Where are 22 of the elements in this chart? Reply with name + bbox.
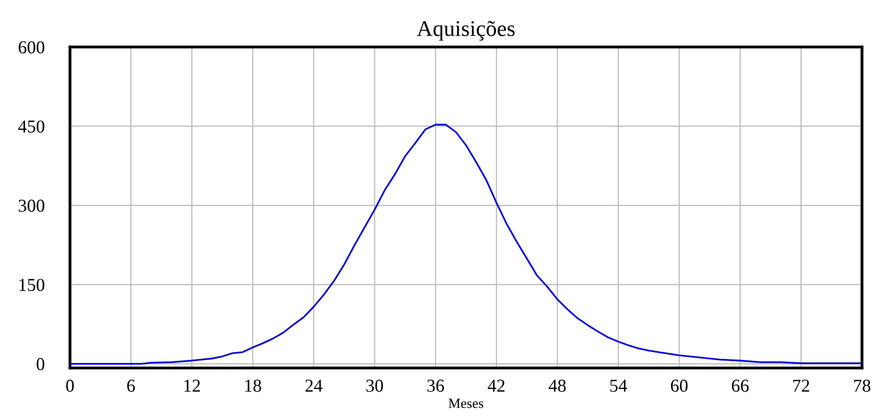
- x-tick-label: 12: [184, 380, 200, 392]
- y-tick-label: 300: [18, 200, 44, 212]
- x-tick-label: 78: [854, 380, 870, 392]
- x-tick-label: 66: [732, 380, 749, 392]
- line-series: [70, 124, 862, 365]
- x-tick-label: 36: [427, 380, 444, 392]
- x-tick-label: 48: [548, 380, 566, 392]
- y-tick-label: 450: [18, 120, 44, 133]
- x-axis-title: Meses: [448, 398, 484, 408]
- x-tick-label: 24: [305, 380, 322, 392]
- x-tick-label: 0: [66, 380, 74, 392]
- y-tick-label: 0: [36, 358, 44, 370]
- x-tick-label: 18: [245, 380, 262, 392]
- x-tick-label: 42: [488, 380, 504, 392]
- x-tick-label: 72: [793, 380, 810, 392]
- x-tick-label: 60: [670, 380, 688, 392]
- y-tick-label: 600: [18, 41, 44, 54]
- chart-title: Aquisições: [416, 20, 515, 41]
- x-tick-label: 30: [366, 380, 383, 392]
- y-tick-label: 150: [20, 278, 44, 292]
- x-tick-label: 6: [127, 380, 135, 392]
- x-tick-label: 54: [610, 380, 628, 392]
